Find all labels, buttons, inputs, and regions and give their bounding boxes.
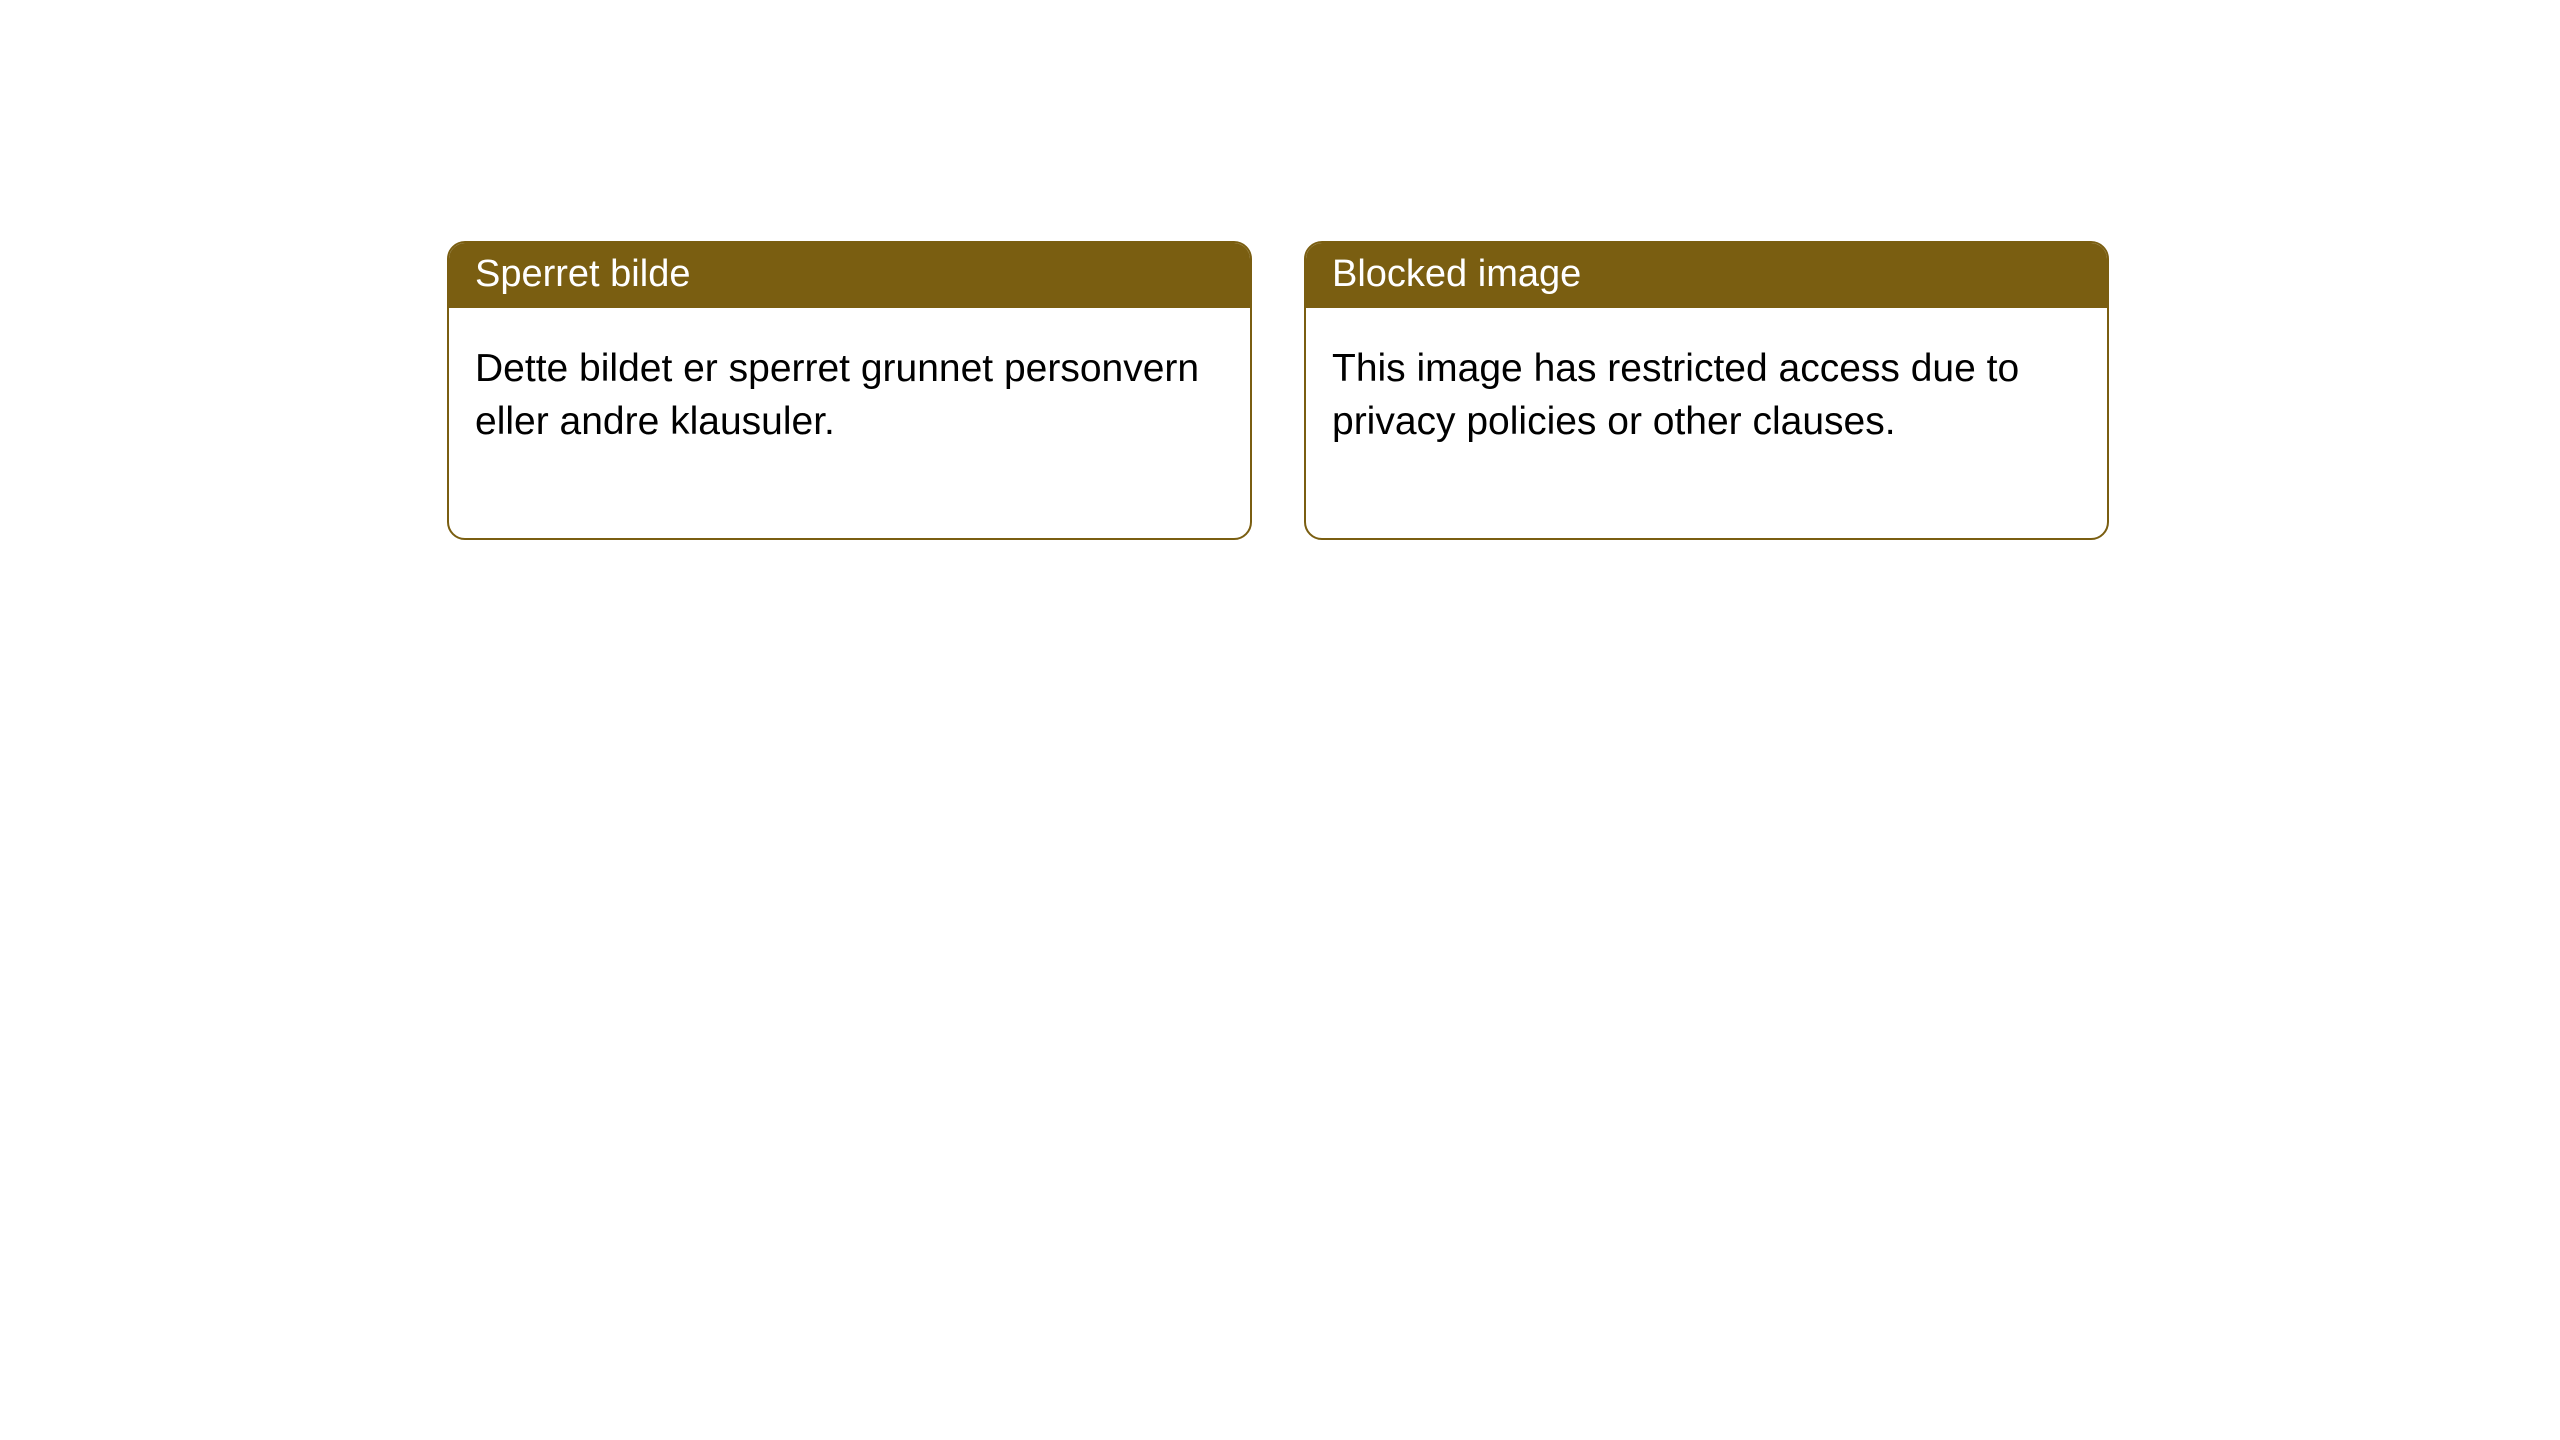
notice-card-body: Dette bildet er sperret grunnet personve… (449, 308, 1250, 538)
notice-card-title: Blocked image (1306, 243, 2107, 308)
notice-card-body: This image has restricted access due to … (1306, 308, 2107, 538)
notice-card-norwegian: Sperret bilde Dette bildet er sperret gr… (447, 241, 1252, 540)
notice-card-english: Blocked image This image has restricted … (1304, 241, 2109, 540)
notice-card-title: Sperret bilde (449, 243, 1250, 308)
notice-container: Sperret bilde Dette bildet er sperret gr… (0, 0, 2560, 540)
